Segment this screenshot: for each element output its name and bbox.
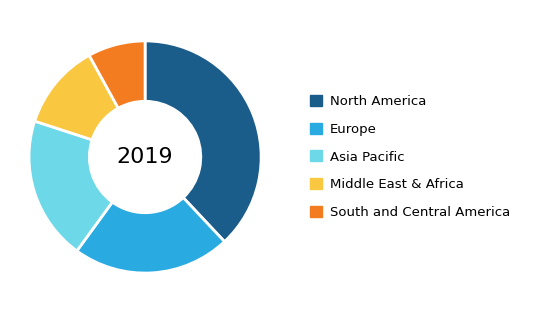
Wedge shape xyxy=(29,121,112,251)
Wedge shape xyxy=(35,55,118,140)
Wedge shape xyxy=(77,198,224,273)
Legend: North America, Europe, Asia Pacific, Middle East & Africa, South and Central Ame: North America, Europe, Asia Pacific, Mid… xyxy=(310,95,510,219)
Wedge shape xyxy=(145,41,261,241)
Wedge shape xyxy=(89,41,145,108)
Text: 2019: 2019 xyxy=(117,147,174,167)
